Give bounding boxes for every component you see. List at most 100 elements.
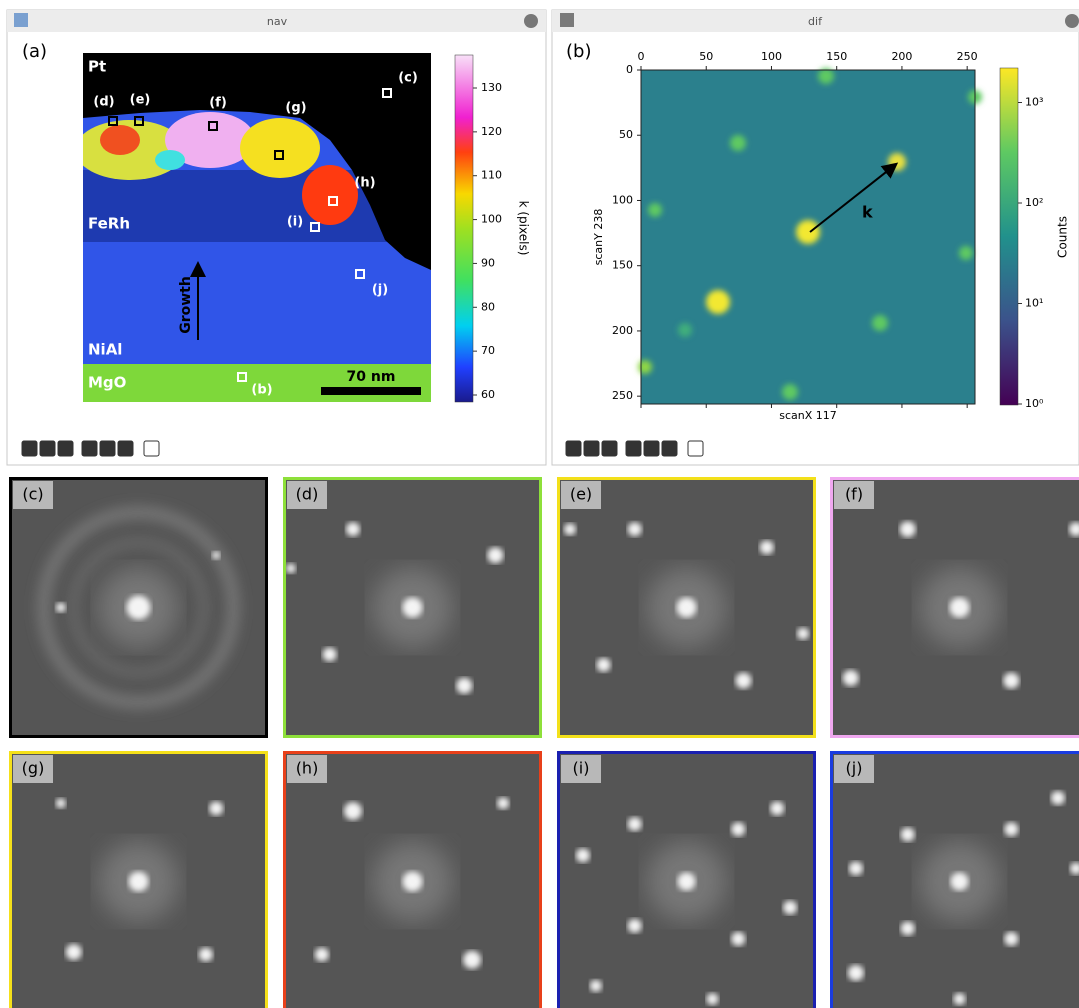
y-tick-label: 0 xyxy=(626,63,633,76)
label-box xyxy=(834,481,874,509)
spot xyxy=(770,801,785,816)
label-box xyxy=(834,755,874,783)
pattern-label: (c) xyxy=(22,485,43,504)
y-tick-label: 250 xyxy=(612,389,633,402)
spot xyxy=(322,647,337,662)
close-button[interactable] xyxy=(524,14,538,28)
pattern-panel: (g) xyxy=(9,751,268,1008)
pattern-panel: (i) xyxy=(557,751,816,1008)
toolbar-button[interactable] xyxy=(625,440,642,457)
spot xyxy=(402,871,423,892)
app-icon xyxy=(14,13,28,27)
colorbar-label: k (pixels) xyxy=(517,201,531,256)
roi-label: (d) xyxy=(93,95,114,110)
colorbar-tick-label: 110 xyxy=(481,169,502,182)
toolbar-button[interactable] xyxy=(565,440,582,457)
pattern-border xyxy=(557,751,816,1008)
roi-label: (i) xyxy=(287,215,303,230)
axes-frame xyxy=(640,69,976,405)
toolbar-button[interactable] xyxy=(687,440,704,457)
roi-box xyxy=(310,222,320,232)
spot xyxy=(126,595,151,620)
toolbar-button[interactable] xyxy=(143,440,160,457)
y-tick-label: 50 xyxy=(619,128,633,141)
label-box xyxy=(287,481,327,509)
x-tick-label: 250 xyxy=(957,50,978,63)
spot xyxy=(65,943,82,960)
x-tick-label: 200 xyxy=(891,50,912,63)
toolbar-button[interactable] xyxy=(601,440,618,457)
y-tick-label: 100 xyxy=(612,193,633,206)
label-box xyxy=(13,755,53,783)
spot xyxy=(731,931,746,946)
colorbar-tick-label: 90 xyxy=(481,256,495,269)
title-bar xyxy=(552,10,1079,32)
colorbar-tick-label: 80 xyxy=(481,300,495,313)
pattern-border xyxy=(830,477,1079,738)
roi-box xyxy=(355,269,365,279)
spot xyxy=(456,677,473,694)
region-label: Pt xyxy=(88,58,106,76)
x-tick-label: 150 xyxy=(826,50,847,63)
colorbar-tick-label: 100 xyxy=(481,213,502,226)
toolbar-button[interactable] xyxy=(39,440,56,457)
colorbar-label: Counts xyxy=(1056,216,1070,258)
x-tick-label: 100 xyxy=(761,50,782,63)
pattern-border xyxy=(830,751,1079,1008)
spot xyxy=(949,597,970,618)
pattern-panel: (h) xyxy=(283,751,542,1008)
spot xyxy=(55,602,66,613)
toolbar-button[interactable] xyxy=(643,440,660,457)
toolbar-button[interactable] xyxy=(21,440,38,457)
spot xyxy=(1069,522,1079,537)
region-label: MgO xyxy=(88,374,126,392)
roi-box xyxy=(237,372,247,382)
pattern-label: (h) xyxy=(296,759,319,778)
spot xyxy=(797,627,810,640)
label-box xyxy=(561,755,601,783)
spot xyxy=(198,947,213,962)
spot xyxy=(402,597,423,618)
colorbar-tick-label: 10² xyxy=(1025,196,1043,209)
colorbar-tick-label: 10³ xyxy=(1025,96,1043,109)
toolbar-button[interactable] xyxy=(661,440,678,457)
window-title: dif xyxy=(808,15,823,28)
spot xyxy=(1004,931,1019,946)
pattern-border xyxy=(9,751,268,1008)
x-tick-label: 50 xyxy=(699,50,713,63)
spot xyxy=(1004,822,1019,837)
label-box xyxy=(561,481,601,509)
spot xyxy=(1070,862,1079,875)
spot xyxy=(847,964,864,981)
spot xyxy=(627,817,642,832)
spot xyxy=(953,992,966,1005)
spot xyxy=(759,540,774,555)
spot xyxy=(648,203,662,217)
colorbar-tick-label: 120 xyxy=(481,125,502,138)
pattern-border xyxy=(283,477,542,738)
spot xyxy=(345,522,360,537)
roi-label: (g) xyxy=(285,101,306,116)
y-tick-label: 200 xyxy=(612,324,633,337)
toolbar-button[interactable] xyxy=(81,440,98,457)
spot xyxy=(731,822,746,837)
pattern-label: (j) xyxy=(846,759,863,778)
spot xyxy=(735,672,752,689)
spot xyxy=(782,384,798,400)
close-button[interactable] xyxy=(1065,14,1079,28)
toolbar-button[interactable] xyxy=(117,440,134,457)
scale-bar-label: 70 nm xyxy=(347,369,396,385)
toolbar-button[interactable] xyxy=(57,440,74,457)
panel-label: (b) xyxy=(566,41,591,62)
roi-box xyxy=(208,121,218,131)
region-label: NiAl xyxy=(88,341,122,359)
spot xyxy=(950,872,969,891)
pattern-label: (e) xyxy=(570,485,592,504)
roi-box xyxy=(108,116,118,126)
spot xyxy=(563,523,576,536)
toolbar-button[interactable] xyxy=(99,440,116,457)
toolbar-button[interactable] xyxy=(583,440,600,457)
spot xyxy=(900,921,915,936)
spot xyxy=(1050,790,1065,805)
spot xyxy=(706,992,719,1005)
